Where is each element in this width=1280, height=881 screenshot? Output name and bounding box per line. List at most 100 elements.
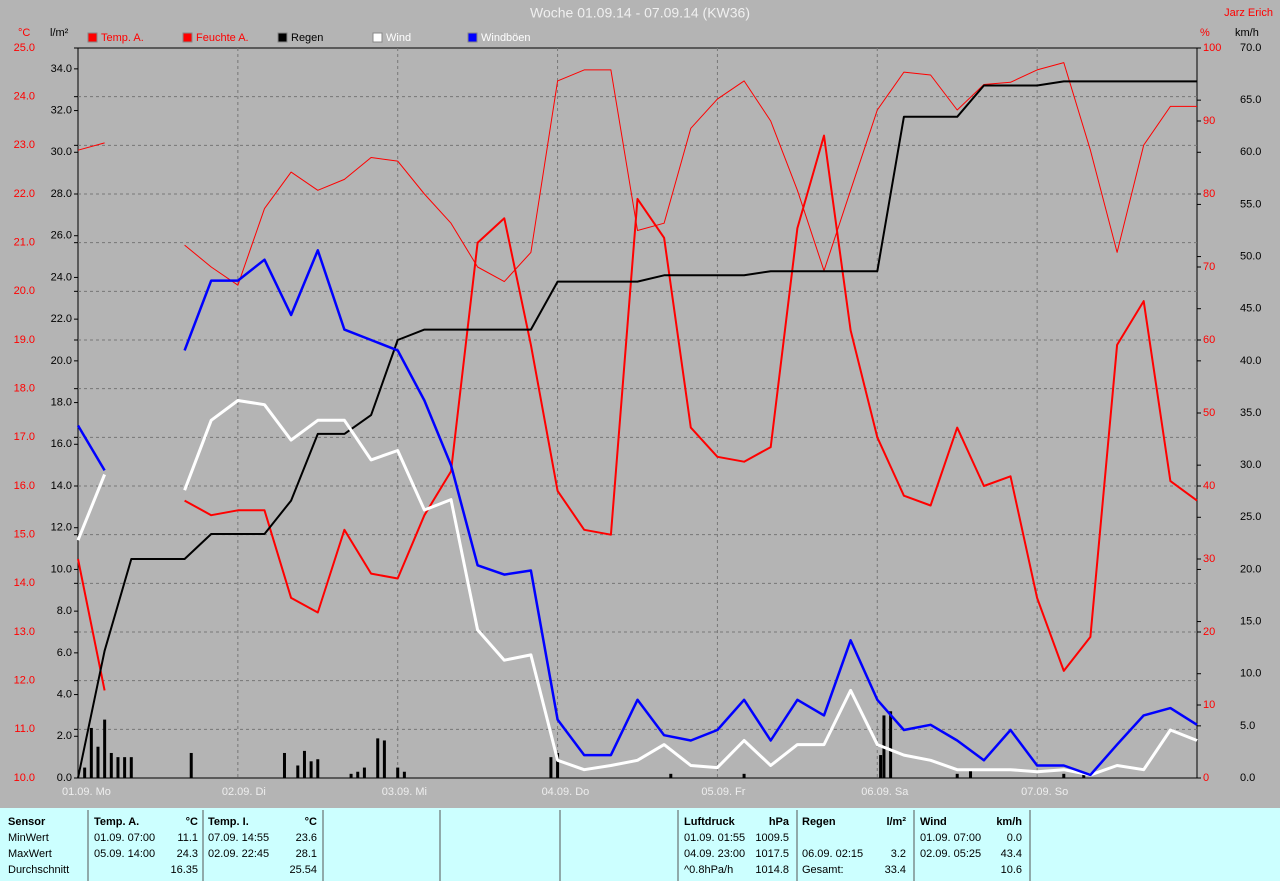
- table-value: 11.1: [177, 832, 198, 844]
- y-tick-label: 34.0: [51, 63, 72, 75]
- table-value: 28.1: [296, 848, 317, 860]
- y-tick-label: 30: [1203, 553, 1215, 565]
- y-tick-label: 25.0: [14, 42, 35, 54]
- y-tick-label: 10.0: [1240, 668, 1261, 680]
- axis-unit: l/m²: [50, 27, 69, 39]
- rain-bar: [362, 767, 366, 778]
- table-row-label: MaxWert: [8, 848, 52, 860]
- y-tick-label: 13.0: [14, 626, 35, 638]
- y-tick-label: 6.0: [57, 647, 72, 659]
- table-header: Temp. A.: [94, 816, 139, 828]
- y-tick-label: 15.0: [14, 529, 35, 541]
- legend-label: Feuchte A.: [196, 32, 249, 44]
- y-tick-label: 30.0: [1240, 459, 1261, 471]
- table-date: 06.09. 02:15: [802, 848, 863, 860]
- y-tick-label: 35.0: [1240, 407, 1261, 419]
- rain-bar: [382, 740, 386, 778]
- y-tick-label: 0: [1203, 772, 1209, 784]
- y-tick-label: 25.0: [1240, 511, 1261, 523]
- rain-bar: [189, 752, 193, 778]
- table-value: 3.2: [891, 848, 906, 860]
- axis-unit: km/h: [1235, 27, 1259, 39]
- y-tick-label: 21.0: [14, 237, 35, 249]
- rain-bar: [1062, 773, 1066, 778]
- series-line: [184, 62, 1197, 286]
- legend-swatch: [277, 32, 288, 43]
- y-tick-label: 100: [1203, 42, 1221, 54]
- y-tick-label: 8.0: [57, 605, 72, 617]
- y-tick-label: 40.0: [1240, 355, 1261, 367]
- y-tick-label: 80: [1203, 188, 1215, 200]
- y-tick-label: 11.0: [14, 723, 35, 735]
- y-tick-label: 30.0: [51, 146, 72, 158]
- table-unit: hPa: [769, 816, 790, 828]
- y-tick-label: 16.0: [14, 480, 35, 492]
- y-tick-label: 40: [1203, 480, 1215, 492]
- series-line: [77, 80, 1197, 779]
- x-tick-label: 02.09. Di: [222, 786, 266, 798]
- rain-bar: [296, 765, 300, 778]
- table-date: 01.09. 07:00: [920, 832, 981, 844]
- y-tick-label: 20.0: [14, 285, 35, 297]
- axis-unit: °C: [18, 27, 30, 39]
- y-tick-label: 32.0: [51, 104, 72, 116]
- series-line: [183, 249, 1198, 777]
- y-tick-label: 24.0: [14, 91, 35, 103]
- legend-swatch: [467, 32, 478, 43]
- table-date: 02.09. 05:25: [920, 848, 981, 860]
- y-tick-label: 50: [1203, 407, 1215, 419]
- y-tick-label: 65.0: [1240, 94, 1261, 106]
- table-value: 0.0: [1007, 832, 1022, 844]
- table-unit: l/m²: [886, 816, 906, 828]
- table-date: 05.09. 14:00: [94, 848, 155, 860]
- y-tick-label: 60: [1203, 334, 1215, 346]
- table-date: 01.09. 01:55: [684, 832, 745, 844]
- table-value: 23.6: [296, 832, 317, 844]
- y-tick-label: 22.0: [51, 313, 72, 325]
- table-value: 10.6: [1001, 864, 1022, 876]
- rain-bar: [889, 711, 893, 778]
- rain-bar: [556, 752, 560, 778]
- rain-bar: [356, 771, 360, 778]
- y-tick-label: 10.0: [14, 772, 35, 784]
- y-tick-label: 20.0: [1240, 563, 1261, 575]
- table-row-label: MinWert: [8, 832, 49, 844]
- series-line: [184, 134, 1198, 672]
- table-value: 43.4: [1001, 848, 1022, 860]
- table-value: 25.54: [289, 864, 317, 876]
- y-tick-label: 20: [1203, 626, 1215, 638]
- y-tick-label: 4.0: [57, 688, 72, 700]
- y-tick-label: 20.0: [51, 355, 72, 367]
- rain-bar: [103, 719, 107, 778]
- y-tick-label: 24.0: [51, 271, 72, 283]
- rain-bar: [316, 759, 320, 778]
- rain-bar: [309, 761, 313, 778]
- x-tick-label: 05.09. Fr: [701, 786, 745, 798]
- table-header: Wind: [920, 816, 947, 828]
- y-tick-label: 18.0: [51, 396, 72, 408]
- table-value: 33.4: [885, 864, 906, 876]
- y-tick-label: 45.0: [1240, 303, 1261, 315]
- rain-bar: [116, 757, 120, 778]
- y-tick-label: 90: [1203, 115, 1215, 127]
- legend-swatch: [372, 32, 383, 43]
- rain-bar: [396, 767, 400, 778]
- rain-bar: [376, 738, 380, 778]
- table-value: 24.3: [177, 848, 198, 860]
- y-tick-label: 16.0: [51, 438, 72, 450]
- rain-bar: [669, 773, 673, 778]
- series-line: [76, 424, 106, 472]
- series-line: [183, 399, 1198, 777]
- y-tick-label: 70.0: [1240, 42, 1261, 54]
- y-tick-label: 10.0: [51, 563, 72, 575]
- table-header: Regen: [802, 816, 836, 828]
- table-row-label: Sensor: [8, 816, 46, 828]
- rain-bar: [349, 773, 353, 778]
- y-tick-label: 28.0: [51, 188, 72, 200]
- axis-unit: %: [1200, 27, 1210, 39]
- y-tick-label: 10: [1203, 699, 1215, 711]
- x-tick-label: 01.09. Mo: [62, 786, 111, 798]
- y-tick-label: 14.0: [51, 480, 72, 492]
- rain-bar: [123, 757, 127, 778]
